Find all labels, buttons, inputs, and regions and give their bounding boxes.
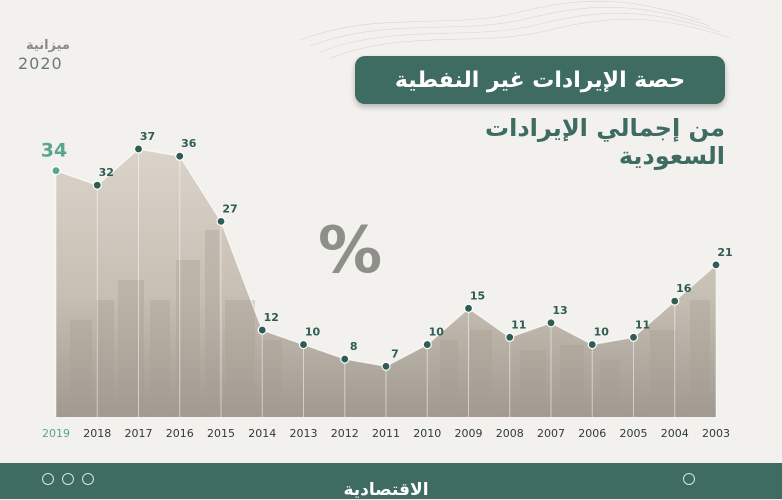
percent-sign: % (318, 214, 382, 288)
data-point-2007 (546, 318, 556, 328)
data-point-2010 (422, 339, 432, 350)
building-shape-11 (560, 345, 584, 417)
building-shape-8 (440, 340, 458, 417)
value-label-2008: 11 (511, 318, 526, 331)
data-point-2013 (298, 339, 309, 350)
data-point-2017 (133, 144, 144, 154)
value-label-2005: 11 (635, 318, 650, 331)
data-point-2003 (711, 260, 721, 270)
data-point-2018 (92, 180, 102, 190)
building-shape-0 (70, 320, 92, 417)
x-tick-2003: 2003 (702, 427, 730, 440)
building-shape-6 (225, 300, 255, 417)
value-label-2013: 10 (305, 326, 321, 339)
value-label-2016: 36 (181, 137, 197, 150)
data-point-2006 (587, 339, 597, 350)
facebook-icon[interactable] (62, 473, 74, 485)
background-waves (299, 0, 731, 59)
x-tick-2005: 2005 (620, 427, 648, 440)
x-tick-2016: 2016 (166, 427, 194, 440)
x-tick-2004: 2004 (661, 427, 689, 440)
x-tick-2014: 2014 (248, 427, 276, 440)
data-point-2019 (51, 166, 61, 176)
building-shape-10 (520, 350, 546, 417)
value-label-2014: 12 (264, 311, 279, 324)
x-tick-2008: 2008 (496, 427, 524, 440)
footer-brand: الاقتصادية (343, 480, 429, 500)
value-label-2009: 15 (470, 289, 485, 302)
instagram-icon[interactable] (42, 473, 54, 485)
building-shape-2 (118, 280, 144, 417)
x-tick-2010: 2010 (413, 427, 441, 440)
value-label-2015: 27 (222, 202, 237, 215)
chart-title: حصة الإيرادات غير النفطية (394, 67, 686, 93)
x-axis-labels: 2019 2018 2017 2016 2015 2014 2013 2012 2011 2010… (42, 427, 730, 440)
building-shape-13 (650, 330, 676, 417)
x-tick-2012: 2012 (331, 427, 359, 440)
building-shape-12 (600, 360, 620, 417)
data-point-2005 (628, 332, 639, 342)
twitter-icon[interactable] (82, 473, 94, 485)
footer-bar (0, 463, 782, 499)
value-label-2003: 21 (717, 246, 732, 259)
data-point-2012 (340, 354, 350, 364)
x-tick-2009: 2009 (455, 427, 483, 440)
x-tick-2006: 2006 (578, 427, 606, 440)
x-tick-2019: 2019 (42, 427, 70, 440)
building-shape-7 (262, 340, 282, 417)
data-point-2014 (257, 325, 267, 335)
building-shape-9 (470, 330, 492, 417)
data-point-2015 (216, 216, 226, 226)
value-label-2012: 8 (350, 340, 358, 353)
chart-subtitle: من إجمالي الإيرادات السعودية (484, 114, 725, 170)
data-point-2016 (175, 151, 185, 161)
building-shape-1 (96, 300, 114, 417)
x-tick-2017: 2017 (125, 427, 153, 440)
logo-word: ميزانية (26, 38, 70, 53)
value-label-2018: 32 (99, 166, 114, 179)
value-label-2007: 13 (552, 304, 567, 317)
data-point-2009 (463, 303, 474, 313)
data-point-2004 (670, 296, 680, 306)
value-label-2017: 37 (140, 130, 155, 143)
x-tick-2013: 2013 (290, 427, 318, 440)
budget-2020-logo: ميزانية 2020 (8, 38, 78, 98)
x-tick-2007: 2007 (537, 427, 565, 440)
value-label-2010: 10 (429, 326, 445, 339)
vertical-guides (55, 148, 717, 417)
data-points: 34 32 37 36 27 12 10 8 7 10 15 11 13 10 11 16 21 (41, 130, 733, 371)
building-shape-5 (205, 230, 219, 417)
data-point-2011 (381, 361, 391, 371)
website-icon[interactable] (683, 473, 695, 485)
value-label-2011: 7 (391, 347, 399, 360)
value-label-2019: 34 (41, 140, 67, 162)
building-shape-3 (150, 300, 170, 417)
x-tick-2018: 2018 (83, 427, 111, 440)
building-shape-14 (690, 300, 710, 417)
value-label-2006: 10 (594, 326, 610, 339)
logo-year: 2020 (18, 54, 63, 73)
title-banner: حصة الإيرادات غير النفطية (355, 56, 725, 104)
x-tick-2015: 2015 (207, 427, 235, 440)
data-point-2008 (505, 332, 515, 342)
value-label-2004: 16 (676, 282, 692, 295)
x-tick-2011: 2011 (372, 427, 400, 440)
